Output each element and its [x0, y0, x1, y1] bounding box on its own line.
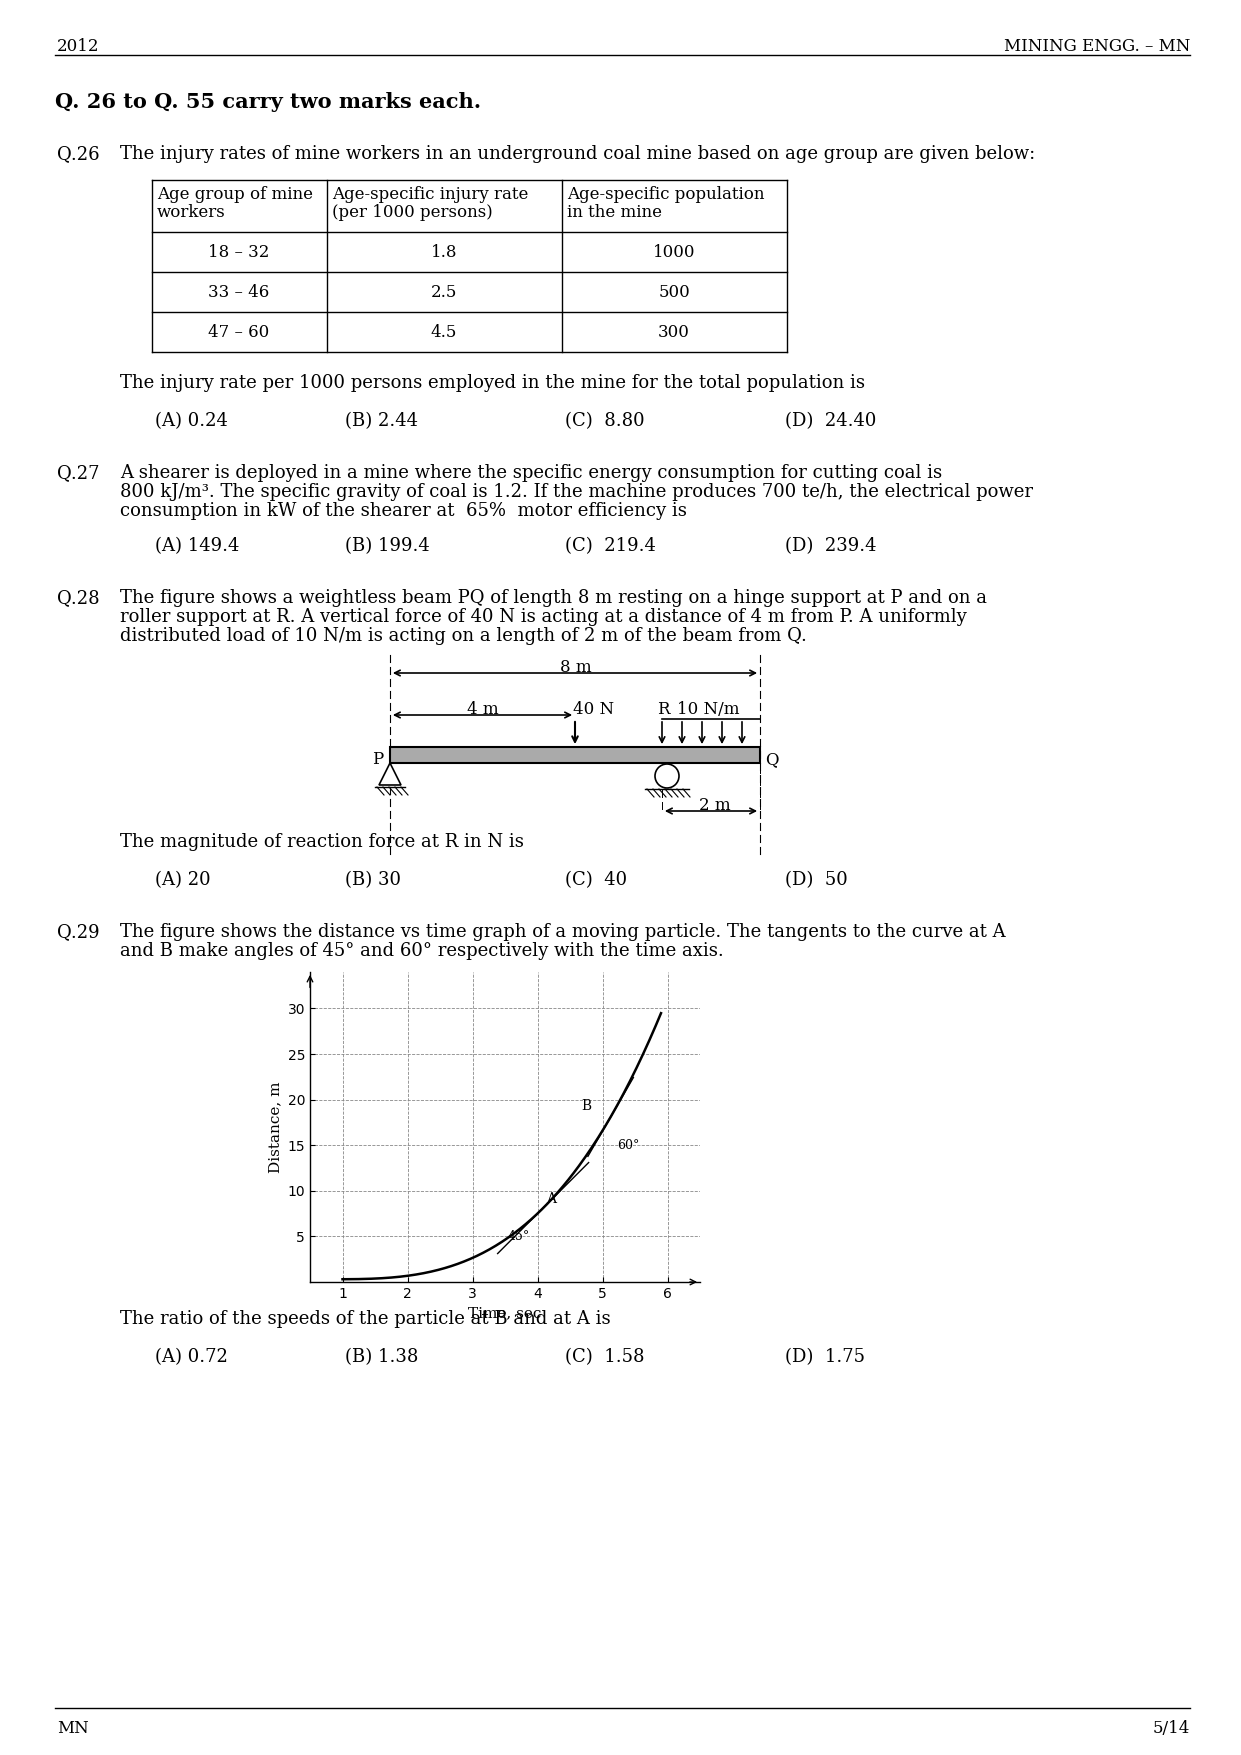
- Text: 2.5: 2.5: [431, 284, 457, 302]
- Text: 2 m: 2 m: [699, 797, 731, 814]
- Text: (A) 149.4: (A) 149.4: [155, 537, 240, 555]
- Text: Q.28: Q.28: [57, 590, 99, 607]
- Y-axis label: Distance, m: Distance, m: [268, 1081, 282, 1172]
- Text: (A) 0.72: (A) 0.72: [155, 1348, 228, 1365]
- Text: The ratio of the speeds of the particle at B and at A is: The ratio of the speeds of the particle …: [120, 1309, 611, 1329]
- Text: Age-specific injury rate: Age-specific injury rate: [333, 186, 529, 204]
- Text: 2012: 2012: [57, 39, 99, 54]
- Text: (B) 2.44: (B) 2.44: [345, 412, 418, 430]
- Text: and B make angles of 45° and 60° respectively with the time axis.: and B make angles of 45° and 60° respect…: [120, 942, 724, 960]
- Text: R: R: [656, 700, 669, 718]
- Text: (D)  24.40: (D) 24.40: [786, 412, 876, 430]
- Text: (C)  40: (C) 40: [565, 870, 627, 890]
- Text: MN: MN: [57, 1720, 89, 1737]
- Text: 47 – 60: 47 – 60: [208, 325, 269, 340]
- Text: 33 – 46: 33 – 46: [208, 284, 269, 302]
- Text: (A) 20: (A) 20: [155, 870, 211, 890]
- Text: 500: 500: [658, 284, 690, 302]
- Text: Age group of mine: Age group of mine: [158, 186, 313, 204]
- Text: distributed load of 10 N/m is acting on a length of 2 m of the beam from Q.: distributed load of 10 N/m is acting on …: [120, 627, 807, 646]
- Text: (B) 199.4: (B) 199.4: [345, 537, 429, 555]
- Text: A: A: [546, 1192, 556, 1206]
- Text: 4.5: 4.5: [431, 325, 457, 340]
- Text: in the mine: in the mine: [567, 204, 661, 221]
- X-axis label: Time, sec: Time, sec: [468, 1306, 541, 1320]
- Text: 40 N: 40 N: [573, 700, 614, 718]
- Text: (per 1000 persons): (per 1000 persons): [333, 204, 493, 221]
- Text: 300: 300: [658, 325, 690, 340]
- Text: Q.29: Q.29: [57, 923, 99, 941]
- Text: The injury rate per 1000 persons employed in the mine for the total population i: The injury rate per 1000 persons employe…: [120, 374, 865, 391]
- Text: P: P: [372, 751, 383, 769]
- Text: roller support at R. A vertical force of 40 N is acting at a distance of 4 m fro: roller support at R. A vertical force of…: [120, 607, 967, 627]
- Text: 1000: 1000: [653, 244, 695, 261]
- Text: 5/14: 5/14: [1153, 1720, 1190, 1737]
- Text: (D)  239.4: (D) 239.4: [786, 537, 876, 555]
- Text: Q.26: Q.26: [57, 146, 99, 163]
- Text: Age-specific population: Age-specific population: [567, 186, 764, 204]
- Text: 1.8: 1.8: [431, 244, 457, 261]
- Text: Q.27: Q.27: [57, 463, 99, 483]
- Text: MINING ENGG. – MN: MINING ENGG. – MN: [1004, 39, 1190, 54]
- Text: The magnitude of reaction force at R in N is: The magnitude of reaction force at R in …: [120, 834, 524, 851]
- Text: (C)  219.4: (C) 219.4: [565, 537, 656, 555]
- Polygon shape: [379, 763, 401, 784]
- Text: Q. 26 to Q. 55 carry two marks each.: Q. 26 to Q. 55 carry two marks each.: [55, 91, 482, 112]
- Text: Q: Q: [764, 751, 778, 769]
- Text: (B) 1.38: (B) 1.38: [345, 1348, 418, 1365]
- Text: 60°: 60°: [617, 1139, 639, 1151]
- Text: (C)  1.58: (C) 1.58: [565, 1348, 644, 1365]
- Text: The figure shows the distance vs time graph of a moving particle. The tangents t: The figure shows the distance vs time gr…: [120, 923, 1005, 941]
- Text: 800 kJ/m³. The specific gravity of coal is 1.2. If the machine produces 700 te/h: 800 kJ/m³. The specific gravity of coal …: [120, 483, 1033, 500]
- Text: 8 m: 8 m: [560, 658, 592, 676]
- Bar: [390, 748, 759, 763]
- Circle shape: [655, 763, 679, 788]
- Text: (A) 0.24: (A) 0.24: [155, 412, 228, 430]
- Text: 45°: 45°: [508, 1230, 530, 1243]
- Text: 4 m: 4 m: [467, 700, 499, 718]
- Text: 18 – 32: 18 – 32: [208, 244, 269, 261]
- Text: (C)  8.80: (C) 8.80: [565, 412, 644, 430]
- Text: (D)  50: (D) 50: [786, 870, 848, 890]
- Text: (B) 30: (B) 30: [345, 870, 401, 890]
- Text: consumption in kW of the shearer at  65%  motor efficiency is: consumption in kW of the shearer at 65% …: [120, 502, 686, 519]
- Text: A shearer is deployed in a mine where the specific energy consumption for cuttin: A shearer is deployed in a mine where th…: [120, 463, 942, 483]
- Text: 10 N/m: 10 N/m: [678, 700, 740, 718]
- Text: The figure shows a weightless beam PQ of length 8 m resting on a hinge support a: The figure shows a weightless beam PQ of…: [120, 590, 987, 607]
- Text: B: B: [581, 1099, 592, 1113]
- Text: workers: workers: [158, 204, 226, 221]
- Text: The injury rates of mine workers in an underground coal mine based on age group : The injury rates of mine workers in an u…: [120, 146, 1035, 163]
- Text: (D)  1.75: (D) 1.75: [786, 1348, 865, 1365]
